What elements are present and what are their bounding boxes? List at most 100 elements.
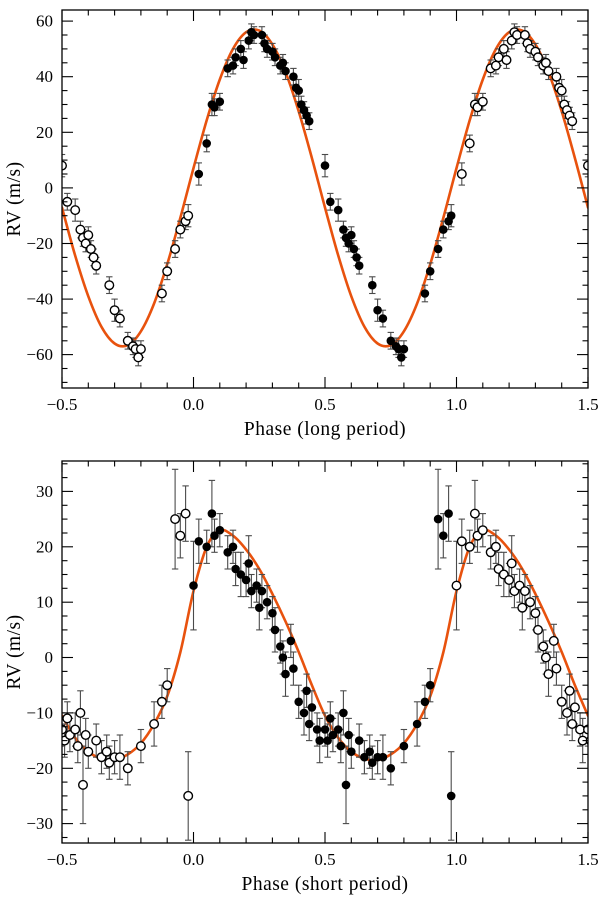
data-point-filled [278,653,288,662]
data-point-open [551,663,562,674]
data-point-filled [439,225,448,234]
data-point-filled [262,597,272,607]
data-point-open [533,624,544,635]
data-point-filled [231,564,240,574]
data-point-filled [339,225,348,234]
data-point-open [556,696,567,707]
data-point-filled [228,61,238,70]
data-point-open [122,763,133,774]
data-point-filled [373,305,382,315]
data-point-filled [312,725,322,734]
data-point-filled [302,686,311,696]
axis-ticks [61,10,589,388]
x-tick-label: −0.5 [47,395,78,414]
data-point-filled [257,586,267,596]
data-point-open [504,574,515,585]
data-point-open [183,790,194,801]
data-point-filled [323,736,332,745]
plot-frame [61,460,589,844]
y-tick-label: 0 [45,178,54,197]
data-point-filled [276,642,285,651]
data-point-open [170,243,181,254]
data-point-open [506,558,517,569]
data-point-filled [347,747,356,756]
x-axis-label: Phase (short period) [241,874,408,895]
data-point-open [91,260,102,271]
y-tick-label: 20 [36,537,53,556]
data-point-filled [433,244,443,254]
data-point-filled [425,267,435,276]
data-point-filled [333,205,343,215]
data-point-open [530,608,541,619]
data-point-open [490,60,501,71]
data-point-filled [341,780,351,790]
data-point-filled [304,719,314,729]
data-point-open [183,210,194,221]
data-point-open [517,602,528,613]
data-point-filled [412,719,422,729]
data-point-filled [328,730,338,740]
data-point-open [464,138,475,149]
data-point-open [104,280,115,291]
data-point-open [456,536,467,547]
data-point-open [451,580,462,591]
data-point-open [477,525,488,536]
data-point-filled [294,86,304,95]
x-tick-label: 1.0 [446,395,467,414]
data-point-filled [397,353,406,362]
data-point-open [589,198,598,207]
data-point-filled [344,239,354,248]
data-point-open [135,741,146,752]
data-point-filled [270,53,280,62]
data-point-open [170,514,181,525]
data-points [52,508,598,801]
data-point-filled [228,542,238,552]
data-point-filled [320,725,330,734]
data-point-filled [315,736,325,745]
data-point-filled [244,559,253,568]
x-tick-label: 0.0 [183,850,204,869]
data-point-filled [439,531,448,540]
data-point-filled [326,197,335,207]
data-point-open [583,160,588,171]
data-point-filled [347,230,356,240]
data-point-filled [349,244,359,254]
data-point-filled [286,636,296,646]
data-point-filled [368,758,377,767]
data-point-filled [189,581,198,590]
data-point-filled [241,575,251,585]
data-point-filled [294,697,304,707]
data-point-open [162,680,173,691]
y-tick-label: 20 [36,123,53,142]
data-point-open [583,724,588,735]
data-point-filled [215,525,225,535]
model-curve [62,28,588,348]
data-point-filled [299,708,309,718]
y-tick-label: −10 [26,703,53,722]
data-point-filled [333,725,343,734]
y-tick-label: −40 [26,290,53,309]
data-point-filled [365,747,375,756]
data-point-filled [268,608,277,618]
x-tick-label: 1.5 [577,850,598,869]
data-point-open [52,736,61,745]
y-tick-labels: −30 −20 −10 0 10 20 30 [26,482,53,833]
y-tick-labels: −60 −40 −20 0 20 40 60 [26,12,53,365]
data-point-open [70,724,81,735]
error-bars [62,23,588,367]
data-point-filled [249,30,259,40]
y-tick-label: 0 [45,648,54,667]
y-tick-label: −60 [26,345,53,364]
x-tick-label: 1.5 [577,395,598,414]
data-point-filled [344,730,354,740]
x-tick-label: 0.5 [314,850,335,869]
data-point-open [477,96,488,107]
data-point-filled [360,752,369,762]
data-point-filled [420,289,430,298]
data-point-open [589,714,598,723]
data-point-filled [433,514,443,524]
data-point-open [88,252,99,263]
error-bars [62,468,588,841]
rv-plot-long-period: −0.5 0.0 0.5 1.0 1.5 −60 −40 −20 0 20 40 60 Phase (l… [4,9,599,440]
data-point-open [156,696,167,707]
